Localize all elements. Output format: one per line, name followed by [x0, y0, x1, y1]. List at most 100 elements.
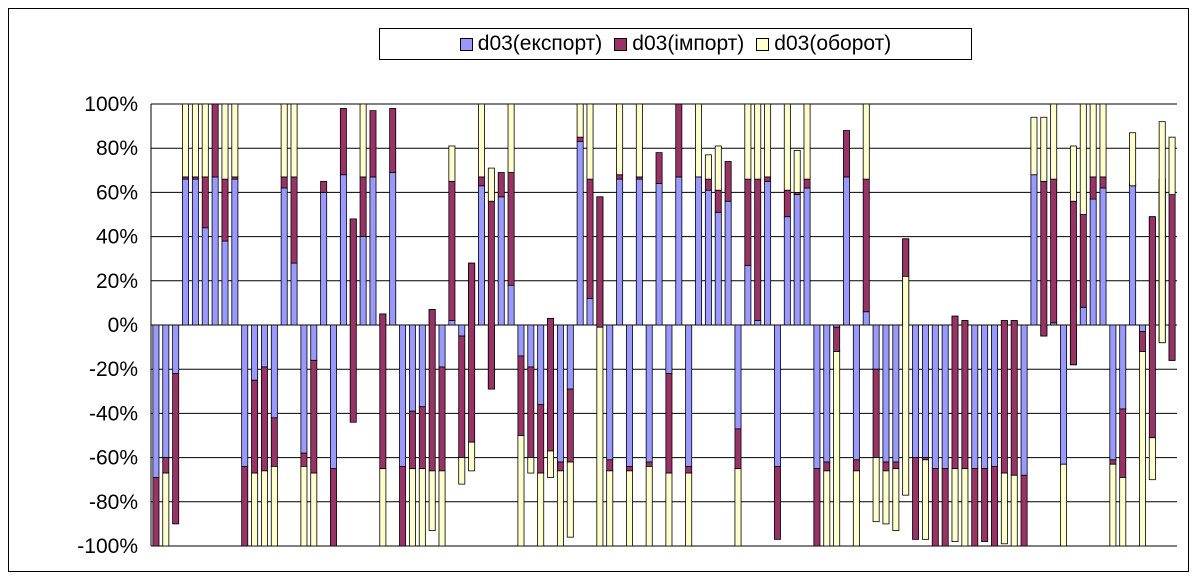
bar-segment — [606, 459, 614, 472]
bar-segment — [1000, 320, 1008, 474]
bar-segment — [783, 103, 791, 191]
y-tick-label: -60% — [89, 447, 138, 470]
bar-segment — [330, 468, 337, 547]
bar-segment — [1119, 408, 1127, 478]
bar-segment — [399, 466, 407, 547]
bar-segment — [251, 379, 259, 474]
bar-segment — [1148, 216, 1156, 439]
bar-segment — [843, 176, 850, 326]
bar-segment — [1069, 200, 1077, 366]
bar-segment — [645, 466, 653, 547]
bar-segment — [912, 324, 920, 459]
bar-segment — [527, 457, 535, 474]
bar-segment — [803, 187, 811, 326]
bar-segment — [517, 324, 525, 357]
bar-segment — [1148, 437, 1156, 481]
bar-segment — [1000, 472, 1008, 545]
bar-segment — [507, 103, 515, 173]
bar-segment — [527, 366, 535, 458]
bar-segment — [211, 103, 219, 178]
bar-segment — [1109, 459, 1117, 465]
bar-segment — [665, 373, 673, 474]
bar-segment — [339, 108, 347, 176]
bar-segment — [182, 103, 189, 178]
bar-segment — [339, 174, 347, 326]
bar-segment — [418, 468, 426, 547]
bar-segment — [191, 178, 199, 326]
bar-segment — [616, 103, 624, 176]
bar-segment — [882, 470, 890, 525]
bar-segment — [793, 194, 801, 326]
bar-segment — [931, 324, 939, 470]
bar-segment — [389, 172, 397, 326]
bar-segment — [872, 324, 880, 370]
bar-segment — [478, 176, 485, 187]
bar-segment — [438, 470, 446, 547]
bar-segment — [685, 472, 693, 547]
bar-segment — [1129, 132, 1137, 187]
legend-label-turnover: d03(оборот) — [774, 32, 892, 55]
bar-segment — [586, 103, 594, 180]
y-tick-label: -80% — [89, 491, 138, 514]
bar-segment — [626, 470, 633, 547]
bar-segment — [448, 320, 456, 326]
bar-segment — [931, 468, 939, 547]
bar-segment — [626, 324, 633, 467]
bar-segment — [744, 178, 752, 266]
bar-segment — [221, 103, 229, 180]
bar-segment — [783, 189, 791, 218]
bar-segment — [823, 470, 831, 547]
bar-segment — [951, 468, 959, 542]
bar-segment — [1030, 172, 1038, 326]
bar-segment — [902, 275, 910, 496]
bar-segment — [823, 324, 831, 463]
bar-segment — [675, 176, 683, 326]
bar-segment — [458, 457, 466, 485]
bar-segment — [852, 324, 860, 461]
bar-segment — [1010, 320, 1018, 476]
bar-segment — [764, 180, 772, 326]
bar-segment — [1139, 331, 1146, 352]
bar-segment — [201, 103, 209, 178]
bar-segment — [1030, 116, 1038, 176]
bar-segment — [517, 435, 525, 547]
bar-segment — [320, 180, 328, 193]
bar-segment — [270, 466, 278, 547]
bar-segment — [497, 172, 505, 198]
bar-segment — [852, 470, 860, 547]
bar-segment — [260, 324, 268, 368]
bar-segment — [566, 324, 574, 390]
bar-segment — [1129, 183, 1137, 326]
bar-segment — [921, 324, 929, 459]
bar-segment — [773, 466, 781, 540]
bar-segment — [458, 324, 466, 337]
bar-segment — [1089, 103, 1097, 178]
bar-segment — [566, 461, 574, 538]
bar-segment — [547, 317, 555, 452]
bar-segment — [734, 324, 742, 430]
bar-segment — [290, 262, 298, 326]
bar-segment — [1089, 198, 1097, 326]
bar-segment — [537, 324, 545, 405]
bar-segment — [695, 172, 702, 326]
bar-segment — [251, 472, 259, 547]
bar-segment — [379, 313, 387, 470]
bar-segment — [260, 470, 268, 547]
bar-segment — [487, 167, 495, 202]
bar-segment — [458, 335, 466, 458]
bar-segment — [1010, 474, 1018, 547]
bar-segment — [655, 152, 663, 184]
y-tick-labels: -100% -80% -60% -40% -20% 0% 20% 40% 60% 80% 100% — [77, 93, 138, 558]
bar-segment — [1119, 324, 1127, 410]
bar-segment — [231, 178, 239, 326]
bar-segment — [172, 324, 180, 375]
bar-segment — [221, 178, 229, 242]
bar-segment — [300, 452, 308, 467]
bar-segment — [547, 450, 555, 478]
bar-segment — [1079, 103, 1087, 215]
y-tick-label: -100% — [77, 535, 138, 558]
bar-segment — [280, 176, 288, 189]
bar-segment — [438, 324, 446, 368]
bar-segment — [586, 178, 594, 299]
bar-segment — [162, 324, 170, 459]
